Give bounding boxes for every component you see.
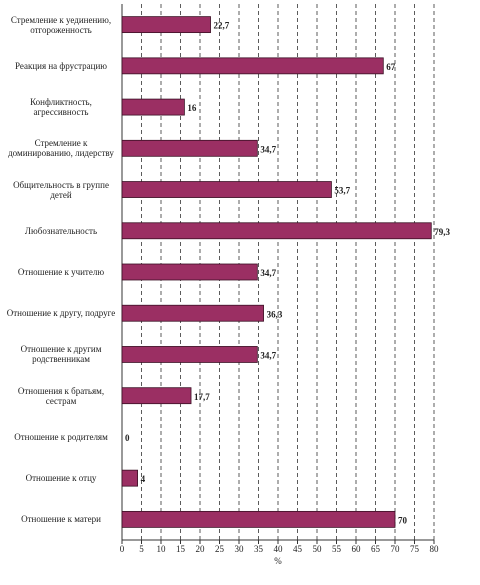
- value-label: 34,7: [260, 268, 276, 278]
- value-label: 53,7: [334, 186, 350, 196]
- bar: [121, 387, 192, 405]
- bar: [121, 263, 258, 281]
- x-tick-label: 80: [430, 544, 440, 554]
- x-tick-label: 0: [120, 544, 125, 554]
- category-label: Конфликтность, агрессивность: [30, 97, 92, 118]
- category-label: Общительность в группе детей: [13, 179, 109, 200]
- category-label: Отношение к другу, подруге: [6, 308, 116, 319]
- value-label: 0: [125, 433, 130, 443]
- x-tick-label: 50: [313, 544, 323, 554]
- category-label: Отношение к другим родственникам: [20, 344, 102, 365]
- value-label: 79,3: [434, 227, 450, 237]
- category-label: Стремление к доминированию, лидерству: [8, 138, 114, 159]
- x-tick-label: 20: [196, 544, 206, 554]
- value-label: 16: [187, 103, 197, 113]
- x-axis-label: %: [274, 556, 282, 566]
- value-label: 70: [398, 515, 408, 525]
- value-label: 67: [386, 62, 396, 72]
- x-tick-label: 70: [391, 544, 401, 554]
- x-tick-label: 10: [157, 544, 167, 554]
- category-label: Отношение к родителям: [14, 431, 108, 442]
- value-label: 34,7: [260, 351, 276, 361]
- category-label: Отношение к матери: [21, 514, 101, 525]
- value-label: 22,7: [214, 21, 230, 31]
- value-label: 17,7: [194, 392, 210, 402]
- x-tick-label: 60: [352, 544, 362, 554]
- bar: [121, 16, 211, 34]
- x-tick-label: 75: [410, 544, 420, 554]
- bar: [121, 510, 396, 528]
- bar: [121, 181, 332, 198]
- category-label: Отношения к братьям, сестрам: [17, 385, 105, 406]
- bar: [121, 98, 185, 116]
- x-tick-label: 45: [293, 544, 303, 554]
- bar: [121, 139, 258, 157]
- x-tick-label: 65: [371, 544, 381, 554]
- x-tick-label: 35: [254, 544, 264, 554]
- x-tick-label: 5: [139, 544, 144, 554]
- value-label: 34,7: [260, 144, 276, 154]
- x-tick-label: 30: [235, 544, 245, 554]
- category-label: Стремление к уединению, отгороженность: [10, 14, 112, 35]
- x-tick-label: 15: [176, 544, 186, 554]
- x-tick-label: 55: [332, 544, 342, 554]
- value-label: 4: [141, 474, 146, 484]
- x-tick-label: 40: [274, 544, 284, 554]
- category-label: Реакция на фрустрацию: [14, 60, 108, 71]
- category-label: Отношение к отцу: [25, 473, 97, 484]
- x-tick-label: 25: [215, 544, 225, 554]
- bar: [121, 57, 384, 75]
- category-label: Любознательность: [24, 225, 98, 236]
- bar: [121, 304, 264, 322]
- category-label: Отношение к учителю: [17, 267, 105, 277]
- bar: [121, 222, 432, 240]
- bar: [121, 469, 138, 487]
- value-label: 36,3: [267, 309, 283, 319]
- bar: [121, 346, 258, 363]
